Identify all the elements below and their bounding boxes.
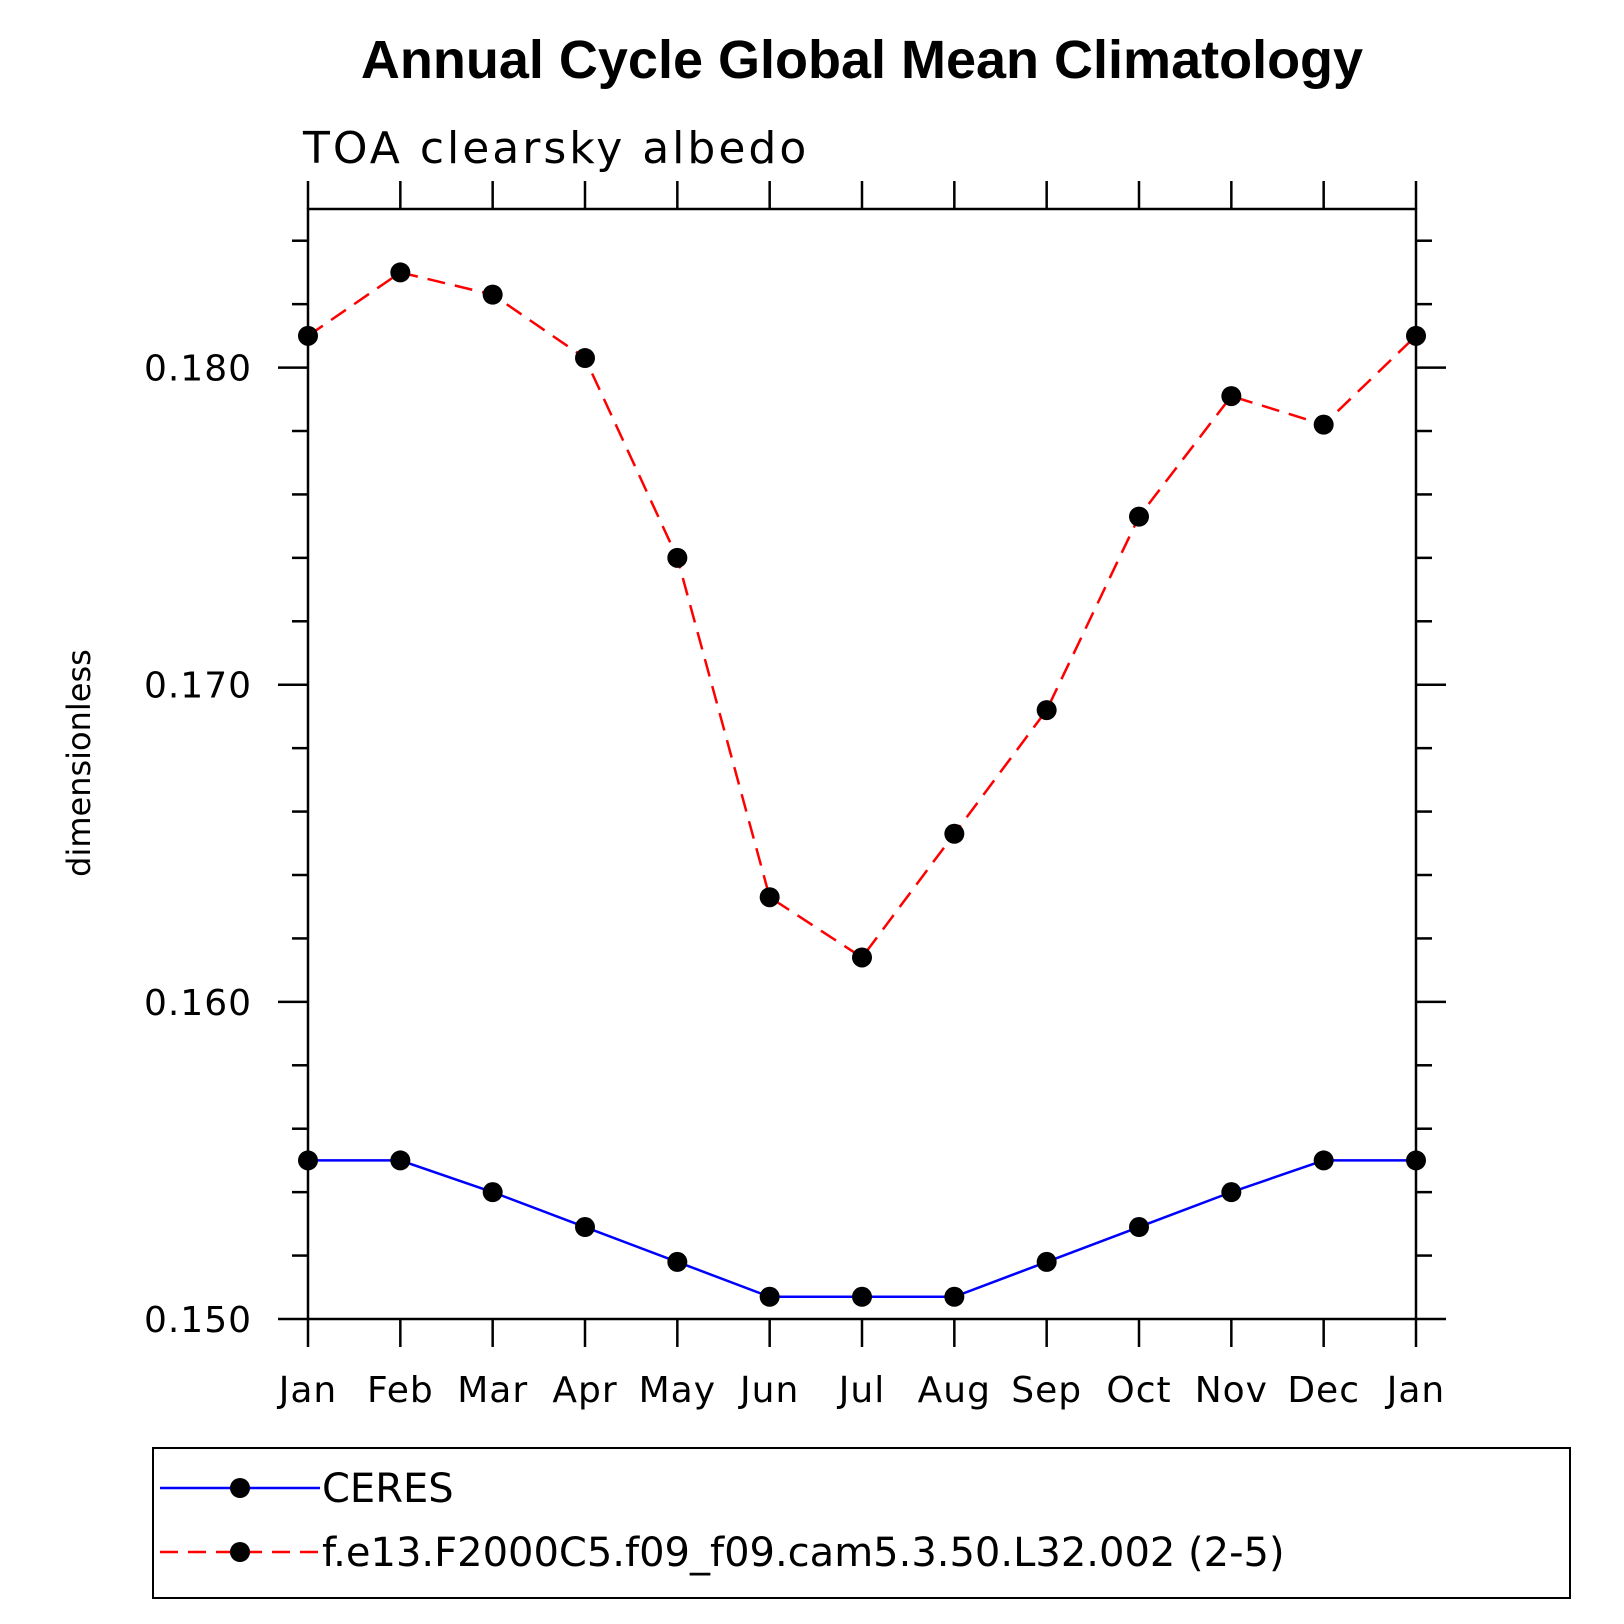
series-0-point — [667, 1251, 688, 1272]
series-0-point — [1129, 1217, 1149, 1238]
chart-subtitle: TOA clearsky albedo — [302, 123, 809, 174]
series-0-point — [390, 1150, 411, 1171]
series-1-point — [390, 262, 411, 283]
series-layer — [298, 262, 1426, 1307]
series-0-point — [759, 1286, 780, 1307]
series-0-point — [1221, 1182, 1242, 1203]
y-axis-label: dimensionless — [60, 649, 98, 877]
series-1-point — [482, 284, 503, 305]
y-tick-label: 0.160 — [144, 983, 252, 1024]
x-tick-label: Mar — [457, 1370, 528, 1411]
y-tick-labels: 0.150 0.160 0.170 0.180 — [144, 349, 252, 1341]
series-0-point — [298, 1150, 318, 1171]
y-tick-label: 0.150 — [144, 1300, 252, 1341]
x-tick-label: Dec — [1287, 1370, 1360, 1411]
series-0-point — [575, 1217, 595, 1238]
series-line-0 — [308, 1159, 1416, 1299]
x-tick-label: Oct — [1106, 1370, 1171, 1411]
legend: CERES f.e13.F2000C5.f09_f09.cam5.3.50.L32… — [152, 1447, 1571, 1599]
series-1-point — [1313, 414, 1334, 435]
legend-marker-0 — [230, 1478, 250, 1498]
series-0-point — [852, 1286, 872, 1307]
legend-marker-1 — [230, 1542, 250, 1562]
legend-label-1: f.e13.F2000C5.f09_f09.cam5.3.50.L32.002 … — [322, 1530, 1285, 1576]
x-tick-label: Nov — [1195, 1370, 1268, 1411]
plot-frame — [306, 207, 1418, 1321]
x-tick-label: Jan — [277, 1370, 338, 1411]
x-tick-label: Apr — [552, 1370, 617, 1411]
series-1-point — [667, 547, 688, 568]
series-1-point — [1221, 386, 1242, 407]
plot-area: Jan Feb Mar Apr May Jun Jul Aug Sep Oct Nov Dec Jan … — [144, 181, 1446, 1411]
series-1-point — [575, 348, 595, 369]
legend-box — [152, 1447, 1571, 1599]
series-0-point — [1406, 1150, 1426, 1171]
x-tick-label: Feb — [367, 1370, 434, 1411]
series-0-point — [482, 1182, 503, 1203]
legend-label-0: CERES — [322, 1466, 454, 1512]
series-1-point — [1406, 325, 1426, 346]
series-1-point — [1129, 506, 1149, 527]
series-0-point — [1036, 1251, 1057, 1272]
series-0-point — [944, 1286, 965, 1307]
series-1-point — [944, 823, 965, 844]
series-1-point — [759, 887, 780, 908]
axis-ticks — [278, 181, 1446, 1347]
series-1-point — [298, 325, 318, 346]
chart-title: Annual Cycle Global Mean Climatology — [361, 30, 1363, 90]
x-tick-label: Aug — [918, 1370, 991, 1411]
x-tick-labels: Jan Feb Mar Apr May Jun Jul Aug Sep Oct Nov Dec Jan — [277, 1370, 1446, 1411]
x-tick-label: Jan — [1385, 1370, 1446, 1411]
series-line-1 — [307, 271, 1417, 960]
series-1-point — [1036, 700, 1057, 721]
x-tick-label: May — [639, 1370, 716, 1411]
y-tick-label: 0.170 — [144, 666, 252, 707]
series-1-point — [852, 947, 872, 968]
y-tick-label: 0.180 — [144, 349, 252, 390]
x-tick-label: Sep — [1011, 1370, 1082, 1411]
x-tick-label: Jul — [837, 1370, 885, 1411]
series-0-point — [1313, 1150, 1334, 1171]
x-tick-label: Jun — [738, 1370, 799, 1411]
